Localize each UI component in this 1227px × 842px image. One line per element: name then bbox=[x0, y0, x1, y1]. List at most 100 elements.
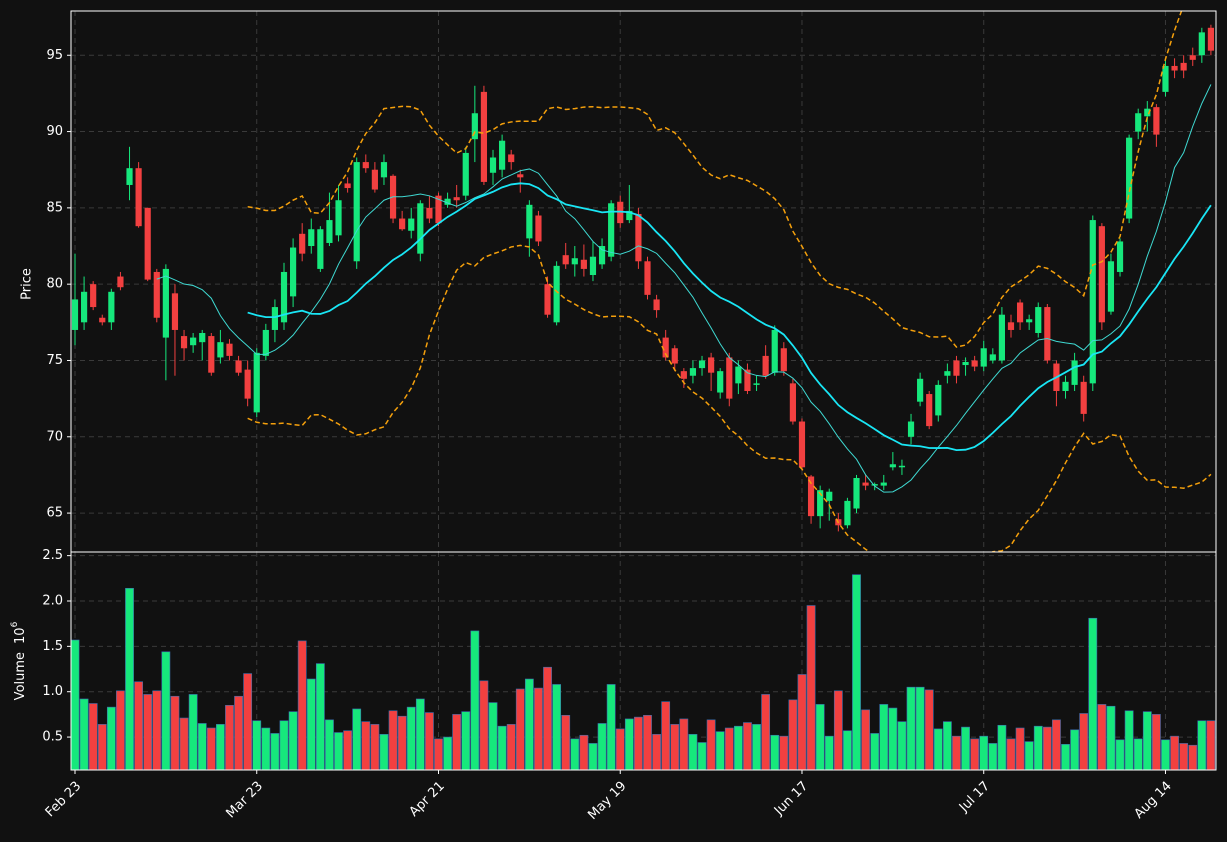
candle-body bbox=[399, 218, 406, 230]
volume-bar bbox=[961, 726, 970, 770]
volume-bar bbox=[434, 738, 443, 770]
volume-bar bbox=[870, 733, 880, 770]
candle-body bbox=[417, 203, 424, 254]
candle-body bbox=[626, 210, 633, 221]
candle-body bbox=[380, 162, 388, 178]
candle-body bbox=[271, 307, 279, 330]
volume-bar bbox=[1151, 714, 1161, 770]
candle-body bbox=[1207, 27, 1215, 51]
candle-body bbox=[944, 371, 951, 376]
volume-bar bbox=[952, 735, 961, 770]
candle-body bbox=[462, 152, 469, 196]
candle-body bbox=[762, 355, 769, 376]
volume-bar bbox=[1106, 705, 1116, 770]
candle-body bbox=[898, 465, 906, 468]
candle-body bbox=[535, 215, 542, 242]
volume-bar bbox=[543, 666, 552, 770]
candle-body bbox=[589, 256, 597, 276]
volume-frame bbox=[70, 551, 1217, 771]
candle-body bbox=[1189, 55, 1196, 60]
candle-body bbox=[344, 183, 351, 189]
volume-bar bbox=[343, 730, 353, 770]
candle-body bbox=[1089, 220, 1096, 384]
candle-body bbox=[817, 490, 824, 517]
volume-bar bbox=[1033, 725, 1043, 770]
candle-body bbox=[144, 207, 151, 280]
volume-bar bbox=[506, 724, 516, 770]
volume-bar bbox=[570, 738, 580, 770]
candle-body bbox=[326, 220, 333, 243]
candle-body bbox=[553, 265, 560, 323]
volume-bar bbox=[470, 630, 480, 770]
volume-bar bbox=[815, 704, 825, 770]
candle-body bbox=[135, 168, 142, 227]
candle-body bbox=[489, 157, 497, 173]
candle-body bbox=[598, 246, 606, 265]
volume-bar bbox=[152, 690, 162, 770]
volume-bar bbox=[297, 640, 307, 770]
candle-body bbox=[826, 491, 833, 501]
volume-bar bbox=[252, 720, 262, 770]
candle-body bbox=[798, 421, 806, 468]
candle-body bbox=[1135, 113, 1142, 132]
volume-bar bbox=[897, 721, 907, 770]
volume-bar bbox=[615, 728, 625, 770]
candle-body bbox=[862, 482, 869, 486]
volume-y-tick-label: 2.0 bbox=[42, 593, 63, 608]
volume-bar bbox=[770, 734, 780, 770]
candle-body bbox=[453, 197, 460, 201]
candle-body bbox=[1171, 65, 1178, 71]
volume-bar bbox=[561, 714, 571, 770]
candle-body bbox=[1198, 32, 1205, 56]
candle-body bbox=[871, 484, 878, 486]
volume-bar bbox=[315, 663, 325, 770]
candle-body bbox=[526, 204, 533, 239]
candle-body bbox=[926, 394, 933, 427]
candle-body bbox=[844, 500, 851, 526]
y-tick-label: 80 bbox=[46, 277, 63, 292]
candle-body bbox=[544, 284, 551, 315]
volume-bar bbox=[843, 730, 852, 770]
volume-bar bbox=[188, 694, 198, 770]
candle-body bbox=[226, 343, 233, 356]
candle-body bbox=[780, 348, 787, 372]
volume-bar bbox=[461, 711, 471, 770]
volume-axis-label: Volume 106 bbox=[10, 621, 28, 700]
volume-bar bbox=[861, 709, 870, 770]
candle-body bbox=[962, 362, 969, 366]
candle-body bbox=[1062, 381, 1069, 391]
candle-body bbox=[1080, 381, 1087, 414]
volume-bar bbox=[79, 698, 89, 770]
candle-body bbox=[662, 337, 669, 358]
candle-body bbox=[90, 284, 97, 308]
volume-bar bbox=[906, 686, 916, 770]
volume-bar bbox=[334, 732, 343, 770]
volume-bar bbox=[216, 724, 225, 770]
volume-bar bbox=[1015, 727, 1025, 770]
volume-bar bbox=[361, 721, 371, 770]
volume-y-tick-label: 1.5 bbox=[42, 639, 63, 654]
volume-bar bbox=[743, 722, 752, 770]
volume-bar bbox=[797, 674, 807, 770]
candle-body bbox=[508, 154, 515, 163]
candle-body bbox=[698, 360, 706, 369]
candle-body bbox=[989, 354, 996, 361]
volume-bar bbox=[1179, 743, 1189, 770]
volume-bar bbox=[552, 684, 562, 770]
volume-bar bbox=[197, 723, 207, 770]
candle-body bbox=[971, 360, 978, 367]
volume-bar bbox=[497, 725, 507, 770]
candle-body bbox=[153, 271, 160, 318]
volume-bar bbox=[879, 704, 889, 770]
candle-body bbox=[108, 291, 115, 323]
candle-body bbox=[671, 348, 678, 364]
volume-bar bbox=[325, 719, 334, 770]
volume-bar bbox=[915, 686, 925, 770]
moving-average bbox=[247, 182, 1212, 452]
candle-body bbox=[771, 329, 778, 373]
candle-body bbox=[980, 348, 987, 367]
volume-bar bbox=[806, 605, 816, 770]
volume-bar bbox=[397, 715, 407, 770]
volume-bar bbox=[379, 734, 389, 770]
volume-bar bbox=[1161, 739, 1170, 770]
